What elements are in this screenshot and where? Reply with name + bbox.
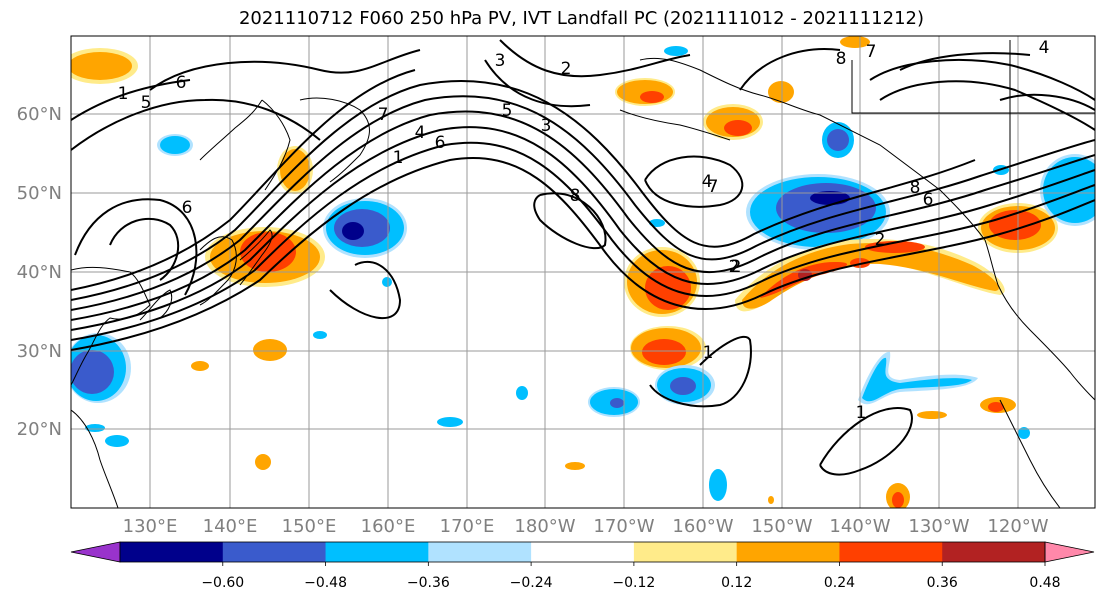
colorbar-extend-low (70, 541, 121, 563)
contour-label: 5 (502, 101, 513, 121)
contour-label: 4 (415, 123, 426, 143)
longitude-label: 130°W (908, 516, 969, 537)
contour-label: 1 (703, 343, 714, 363)
longitude-label: 140°W (829, 516, 890, 537)
map-title: 2021110712 F060 250 hPa PV, IVT Landfall… (238, 8, 925, 29)
contour-label: 3 (495, 51, 506, 71)
longitude-labels: 130°E 140°E 150°E 160°E 170°E 180°W 170°W 160°W… (123, 516, 1049, 537)
longitude-label: 150°E (282, 516, 337, 537)
colorbar-tick-label: 0.12 (721, 575, 752, 591)
longitude-label: 160°W (672, 516, 733, 537)
contour-label: 6 (182, 198, 193, 218)
longitude-label: 140°E (203, 516, 258, 537)
colorbar-segment (633, 542, 738, 562)
colorbar (70, 541, 1095, 563)
fill-anomaly (858, 351, 978, 405)
latitude-label: 60°N (17, 104, 62, 125)
contour-label: 8 (836, 49, 847, 69)
longitude-label: 180°W (514, 516, 575, 537)
colorbar-outline (119, 541, 1046, 563)
map-frame (70, 35, 1096, 509)
colorbar-tick-label: −0.24 (510, 575, 553, 591)
colorbar-tick-labels: −0.60 −0.48 −0.36 −0.24 −0.12 0.12 0.24 0.36 0.4… (201, 562, 1061, 591)
contour-label: 1 (118, 84, 129, 104)
colorbar-tick-label: 0.48 (1029, 575, 1060, 591)
pv-contours (71, 39, 1095, 476)
colorbar-segment (325, 542, 429, 562)
contour-label: 7 (708, 177, 719, 197)
fill-anomaly (768, 397, 1016, 508)
colorbar-tick-label: −0.12 (612, 575, 655, 591)
contour-label: 1 (393, 148, 404, 168)
fill-anomaly (85, 46, 1030, 501)
fill-anomaly (588, 387, 640, 417)
colorbar-segment (120, 542, 224, 562)
longitude-label: 170°W (593, 516, 654, 537)
contour-label: 6 (176, 73, 187, 93)
contour-label: 1 (856, 403, 867, 423)
longitude-label: 160°E (361, 516, 416, 537)
fill-anomaly (277, 146, 313, 194)
contour-label: 2 (875, 230, 886, 250)
latitude-labels: 60°N 50°N 40°N 30°N 20°N (17, 104, 62, 440)
latitude-label: 40°N (17, 262, 62, 283)
colorbar-extend-high (1044, 541, 1095, 563)
contour-label: 2 (731, 257, 742, 277)
pv-anomaly-fills (71, 36, 1095, 508)
colorbar-tick-label: 0.36 (927, 575, 958, 591)
fill-anomaly (655, 365, 715, 405)
contour-label: 6 (435, 133, 446, 153)
contour-label: 2 (729, 257, 740, 277)
latitude-label: 30°N (17, 341, 62, 362)
fill-anomaly (71, 333, 131, 403)
fill-anomaly (71, 48, 138, 84)
contour-label: 6 (923, 190, 934, 210)
colorbar-segment (942, 542, 1046, 562)
colorbar-segment (736, 542, 840, 562)
longitude-label: 120°W (987, 516, 1048, 537)
colorbar-tick-label: 0.24 (824, 575, 855, 591)
colorbar-segment (531, 542, 635, 562)
contour-label: 8 (570, 186, 581, 206)
colorbar-tick-label: −0.36 (407, 575, 450, 591)
fill-anomaly (157, 134, 193, 156)
latitude-label: 20°N (17, 419, 62, 440)
contour-label: 2 (561, 59, 572, 79)
colorbar-segment (428, 542, 532, 562)
contour-label: 3 (541, 116, 552, 136)
contour-label: 5 (141, 93, 152, 113)
longitude-label: 170°E (440, 516, 495, 537)
contour-label: 7 (378, 105, 389, 125)
latitude-label: 50°N (17, 183, 62, 204)
fill-anomaly (323, 198, 407, 258)
colorbar-tick-label: −0.60 (201, 575, 244, 591)
colorbar-segment (222, 542, 327, 562)
contour-label: 8 (910, 178, 921, 198)
contour-label: 4 (702, 172, 713, 192)
longitude-label: 130°E (123, 516, 178, 537)
contour-label: 7 (866, 42, 877, 62)
fill-anomaly (746, 122, 890, 250)
colorbar-segment (839, 542, 943, 562)
contour-label: 4 (1039, 38, 1050, 58)
fill-anomaly (630, 326, 706, 370)
longitude-label: 150°W (751, 516, 812, 537)
colorbar-tick-label: −0.48 (304, 575, 347, 591)
map-gridlines (71, 36, 1095, 508)
